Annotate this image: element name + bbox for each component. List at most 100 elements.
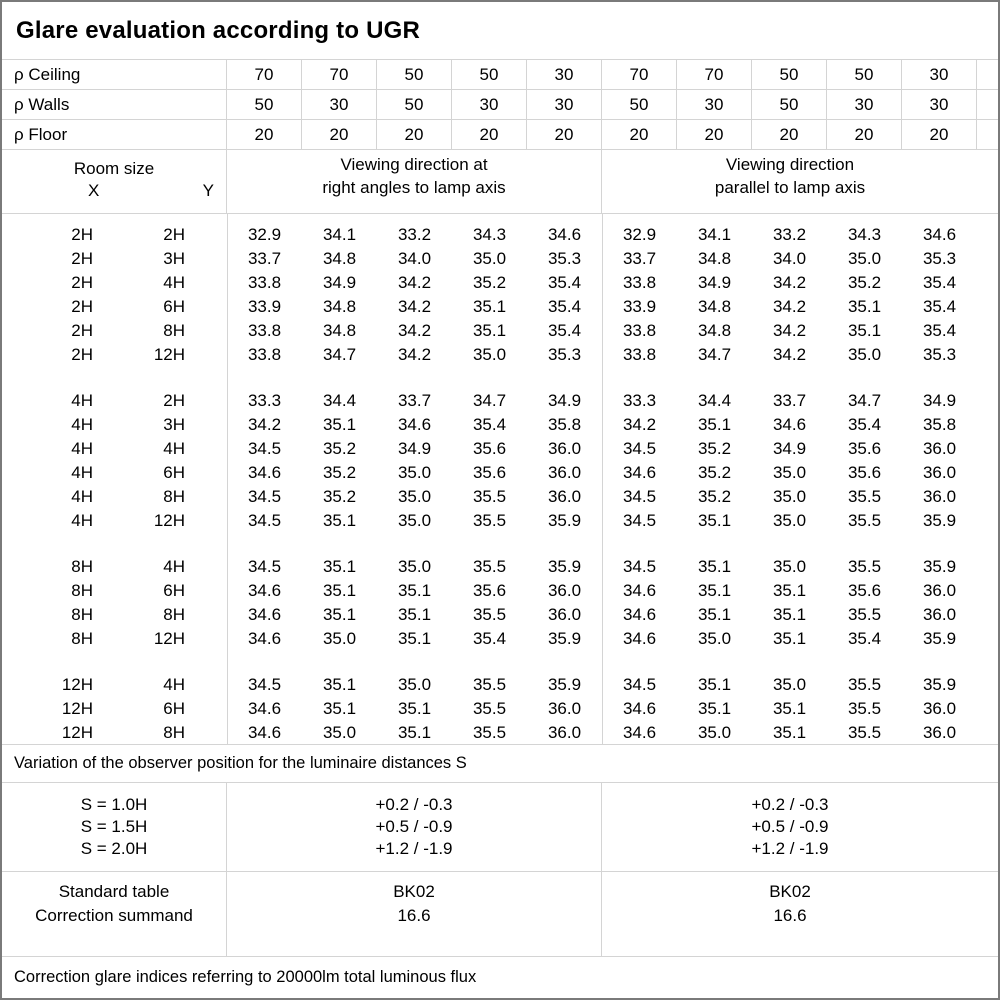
ugr-row: 12H 8H 34.6 35.0 35.1 35.5 36.0 34.6 35.0 35.1 35.… <box>2 721 998 745</box>
ugr-value-right-angles: 34.6 <box>247 605 282 624</box>
ugr-value-parallel: 35.0 <box>772 463 807 482</box>
room-y-value: 4H <box>163 439 185 458</box>
ugr-value-right-angles: 35.5 <box>472 723 507 742</box>
filler-cell <box>977 120 998 149</box>
ugr-value-right-angles: 34.2 <box>397 297 432 316</box>
ugr-value-right-angles: 34.7 <box>472 391 507 410</box>
reflectance-value: 50 <box>377 90 452 119</box>
ugr-value-parallel: 35.1 <box>697 581 732 600</box>
parallel-header-line1: Viewing direction <box>725 155 855 174</box>
ugr-value-right-angles: 35.4 <box>547 321 582 340</box>
ugr-value-parallel: 35.0 <box>772 487 807 506</box>
room-x-value: 8H <box>71 581 93 600</box>
ugr-value-parallel: 34.7 <box>847 391 882 410</box>
ugr-value-parallel: 35.8 <box>922 415 957 434</box>
ugr-value-parallel: 34.5 <box>622 511 657 530</box>
ugr-value-right-angles: 35.5 <box>472 557 507 576</box>
ugr-value-parallel: 35.5 <box>847 605 882 624</box>
standard-labels: Standard table Correction summand <box>2 872 227 956</box>
ugr-value-right-angles: 33.8 <box>247 345 282 364</box>
page-title: Glare evaluation according to UGR <box>2 2 998 60</box>
ugr-row: 2H 4H 33.8 34.9 34.2 35.2 35.4 33.8 34.9 34.2 35.2… <box>2 271 998 295</box>
room-x-value: 8H <box>71 605 93 624</box>
x-axis-label: X <box>88 181 100 200</box>
ugr-value-right-angles: 35.9 <box>547 675 582 694</box>
ugr-row: 4H 2H 33.3 34.4 33.7 34.7 34.9 33.3 34.4 33.7 34.7… <box>2 389 998 413</box>
block-gap <box>2 651 998 673</box>
ugr-value-parallel: 35.0 <box>697 629 732 648</box>
ugr-value-right-angles: 34.6 <box>247 699 282 718</box>
ugr-value-right-angles: 35.5 <box>472 511 507 530</box>
reflectance-value: 30 <box>527 60 602 89</box>
ugr-value-right-angles: 35.3 <box>547 345 582 364</box>
ugr-value-right-angles: 36.0 <box>547 581 582 600</box>
ugr-data-area: 2H 2H 32.9 34.1 33.2 34.3 34.6 32.9 34.1 33.2 34.3… <box>2 214 998 745</box>
ugr-value-parallel: 35.9 <box>922 675 957 694</box>
ugr-value-parallel: 35.2 <box>697 487 732 506</box>
ugr-value-right-angles: 34.5 <box>247 487 282 506</box>
ugr-value-parallel: 34.6 <box>622 605 657 624</box>
reflectance-value: 50 <box>227 90 302 119</box>
reflectance-row: ρ Ceiling 70 70 50 50 30 70 70 50 50 30 <box>2 60 998 90</box>
ugr-value-parallel: 34.6 <box>622 723 657 742</box>
room-y-value: 2H <box>163 391 185 410</box>
standard-labels-line: Standard table <box>58 882 170 901</box>
ugr-value-parallel: 35.3 <box>922 345 957 364</box>
reflectance-value: 20 <box>302 120 377 149</box>
reflectance-value: 20 <box>377 120 452 149</box>
reflectance-value: 30 <box>452 90 527 119</box>
ugr-value-right-angles: 34.6 <box>247 581 282 600</box>
ugr-row: 2H 2H 32.9 34.1 33.2 34.3 34.6 32.9 34.1 33.2 34.3… <box>2 223 998 247</box>
ugr-value-right-angles: 34.2 <box>397 321 432 340</box>
standard-right-angles-value: 16.6 <box>397 906 431 925</box>
reflectance-value: 30 <box>902 90 977 119</box>
ugr-value-right-angles: 35.4 <box>472 629 507 648</box>
ugr-value-right-angles: 34.5 <box>247 511 282 530</box>
ugr-value-right-angles: 34.4 <box>322 391 357 410</box>
room-size-label: Room size <box>73 159 155 178</box>
ugr-value-parallel: 35.3 <box>922 249 957 268</box>
ugr-value-parallel: 36.0 <box>922 605 957 624</box>
parallel-header: Viewing direction parallel to lamp axis <box>602 150 998 213</box>
reflectance-value: 70 <box>227 60 302 89</box>
ugr-value-right-angles: 33.3 <box>247 391 282 410</box>
ugr-row: 4H 8H 34.5 35.2 35.0 35.5 36.0 34.5 35.2 35.0 35.5… <box>2 485 998 509</box>
room-x-value: 2H <box>71 273 93 292</box>
reflectance-value: 30 <box>302 90 377 119</box>
ugr-value-parallel: 35.1 <box>772 629 807 648</box>
ugr-value-right-angles: 34.6 <box>247 723 282 742</box>
ugr-value-right-angles: 35.1 <box>322 699 357 718</box>
ugr-value-right-angles: 34.9 <box>397 439 432 458</box>
spacing-parallel-value: +0.2 / -0.3 <box>751 795 829 814</box>
ugr-value-right-angles: 34.5 <box>247 557 282 576</box>
reflectance-value: 20 <box>527 120 602 149</box>
spacing-right-angles-value: +1.2 / -1.9 <box>375 839 453 858</box>
ugr-value-right-angles: 35.1 <box>322 511 357 530</box>
ugr-value-right-angles: 34.2 <box>397 345 432 364</box>
ugr-value-parallel: 34.0 <box>772 249 807 268</box>
room-x-value: 12H <box>61 699 93 718</box>
ugr-value-right-angles: 35.1 <box>397 581 432 600</box>
room-y-value: 12H <box>153 345 185 364</box>
room-y-value: 8H <box>163 723 185 742</box>
ugr-value-parallel: 35.1 <box>697 511 732 530</box>
ugr-row: 2H 8H 33.8 34.8 34.2 35.1 35.4 33.8 34.8 34.2 35.1… <box>2 319 998 343</box>
ugr-value-parallel: 33.2 <box>772 225 807 244</box>
ugr-value-parallel: 35.1 <box>697 699 732 718</box>
reflectance-value: 50 <box>827 60 902 89</box>
ugr-value-parallel: 34.9 <box>697 273 732 292</box>
ugr-value-right-angles: 35.5 <box>472 487 507 506</box>
ugr-row: 2H 12H 33.8 34.7 34.2 35.0 35.3 33.8 34.7 34.2 35.… <box>2 343 998 367</box>
ugr-value-parallel: 35.6 <box>847 439 882 458</box>
ugr-value-right-angles: 35.6 <box>472 439 507 458</box>
column-divider <box>602 214 603 744</box>
ugr-value-parallel: 34.1 <box>697 225 732 244</box>
ugr-value-right-angles: 35.4 <box>472 415 507 434</box>
ugr-value-right-angles: 33.7 <box>247 249 282 268</box>
ugr-value-parallel: 35.4 <box>922 321 957 340</box>
ugr-value-parallel: 35.5 <box>847 511 882 530</box>
ugr-value-right-angles: 35.1 <box>322 415 357 434</box>
ugr-value-right-angles: 33.8 <box>247 273 282 292</box>
ugr-value-parallel: 34.2 <box>622 415 657 434</box>
